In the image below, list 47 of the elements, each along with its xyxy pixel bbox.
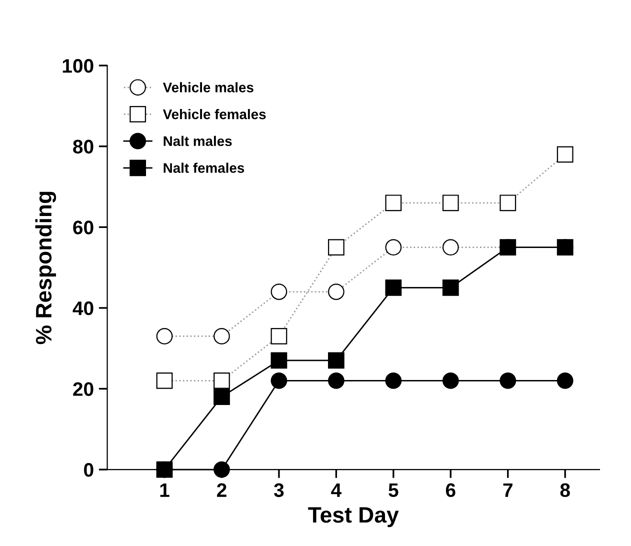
point bbox=[156, 372, 173, 389]
point bbox=[328, 284, 344, 300]
point bbox=[214, 388, 230, 406]
point bbox=[328, 239, 344, 256]
point bbox=[385, 280, 402, 296]
point bbox=[270, 284, 288, 300]
y-tick-label: 20 bbox=[73, 382, 94, 396]
legend-label: Nalt males bbox=[164, 136, 232, 146]
point bbox=[500, 372, 516, 389]
point bbox=[270, 372, 288, 389]
x-tick-label: 7 bbox=[503, 483, 512, 497]
y-tick-label: 40 bbox=[72, 301, 94, 316]
point bbox=[214, 461, 230, 478]
point bbox=[442, 372, 459, 389]
point bbox=[270, 328, 288, 344]
point bbox=[500, 194, 516, 212]
y-tick-label: 0 bbox=[84, 463, 94, 477]
point bbox=[156, 328, 173, 344]
point bbox=[156, 461, 173, 478]
point bbox=[214, 328, 230, 344]
point bbox=[385, 194, 402, 212]
y-tick-label: 60 bbox=[73, 220, 94, 234]
point bbox=[442, 194, 459, 212]
x-tick-label: 4 bbox=[331, 483, 342, 497]
point bbox=[442, 280, 459, 296]
legend-label: Vehicle females bbox=[162, 109, 266, 120]
point bbox=[328, 352, 344, 369]
x-tick-label: 1 bbox=[160, 483, 170, 497]
point bbox=[442, 239, 459, 256]
point bbox=[328, 372, 344, 389]
legend-label: Nalt females bbox=[164, 162, 244, 173]
x-tick-label: 6 bbox=[446, 483, 456, 498]
x-tick-label: 8 bbox=[560, 483, 570, 498]
x-tick-label: 3 bbox=[274, 483, 284, 498]
point bbox=[385, 372, 402, 389]
y-tick-label: 80 bbox=[73, 140, 94, 154]
y-axis-title: % Responding bbox=[35, 192, 56, 344]
point bbox=[270, 352, 288, 369]
point bbox=[214, 372, 230, 389]
legend-label: Vehicle males bbox=[162, 82, 254, 92]
x-tick-label: 5 bbox=[388, 483, 398, 498]
point bbox=[556, 146, 574, 163]
point bbox=[385, 239, 402, 256]
x-tick-label: 2 bbox=[217, 483, 226, 497]
x-axis-title: Test Day bbox=[308, 507, 399, 528]
y-tick-label: 100 bbox=[62, 58, 94, 73]
point bbox=[556, 372, 574, 389]
